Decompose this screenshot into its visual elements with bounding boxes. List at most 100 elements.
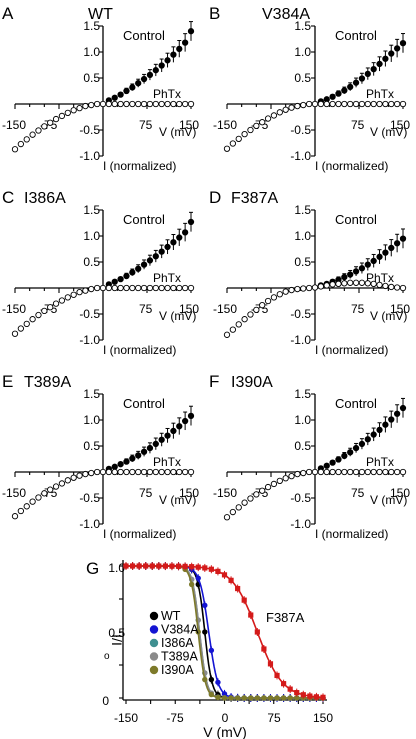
phtx-point	[282, 475, 289, 482]
legend-label: I390A	[161, 663, 194, 677]
phtx-point	[223, 514, 231, 521]
legend-marker	[149, 611, 159, 621]
control-point	[370, 257, 377, 265]
data-point	[313, 694, 320, 700]
control-point	[335, 90, 342, 97]
x-tick-label: -150	[2, 486, 26, 500]
control-point	[176, 45, 183, 53]
phtx-point	[152, 284, 159, 292]
x-axis-label: V (mV)	[370, 309, 407, 323]
phtx-point	[311, 468, 319, 476]
phtx-point	[300, 101, 307, 109]
phtx-point	[99, 468, 107, 476]
control-point	[117, 91, 124, 98]
phtx-point	[235, 135, 242, 142]
phtx-point	[88, 101, 95, 109]
data-point	[123, 563, 129, 569]
phtx-point	[187, 100, 195, 108]
phtx-point	[393, 100, 401, 108]
phtx-point	[270, 294, 278, 301]
phtx-point	[235, 504, 242, 511]
phtx-point	[264, 483, 272, 491]
data-point	[254, 629, 260, 635]
phtx-point	[253, 122, 260, 129]
phtx-point	[17, 325, 25, 332]
y-tick-label: -0.5	[290, 123, 311, 137]
phtx-point	[129, 100, 136, 108]
control-point	[335, 456, 342, 463]
control-point	[170, 51, 177, 58]
control-point	[135, 452, 142, 459]
phtx-point	[117, 100, 124, 108]
phtx-point	[64, 477, 71, 484]
x-tick-label: -150	[213, 118, 237, 132]
phtx-point	[47, 486, 54, 493]
phtx-point	[335, 468, 342, 476]
phtx-point	[146, 468, 154, 476]
phtx-point	[358, 100, 366, 108]
phtx-point	[376, 100, 383, 108]
phtx-point	[23, 320, 30, 328]
phtx-point	[82, 287, 89, 294]
phtx-point	[323, 468, 330, 476]
phtx-point	[58, 297, 66, 304]
y-axis-label: I (normalized)	[315, 527, 388, 541]
data-point	[195, 575, 201, 581]
control-point	[187, 28, 195, 35]
phtx-point	[35, 311, 42, 319]
data-point	[248, 695, 254, 701]
control-point	[376, 426, 383, 434]
phtx-point	[393, 284, 401, 291]
phtx-point	[223, 331, 231, 338]
phtx-point	[181, 284, 189, 292]
data-point	[195, 629, 201, 635]
phtx-point	[247, 311, 254, 318]
data-point	[208, 647, 215, 654]
data-point	[202, 602, 208, 609]
phtx-point	[164, 468, 171, 476]
panel-d: D F387A Control PhTx V (mV) I (normalize…	[209, 188, 410, 357]
phtx-point	[140, 100, 148, 108]
y-tick-label: 1.0	[83, 45, 100, 59]
phtx-point	[123, 100, 130, 108]
data-point	[221, 695, 228, 701]
data-point	[143, 563, 149, 569]
panel-title: F387A	[231, 190, 278, 207]
phtx-point	[399, 100, 407, 108]
phtx-point	[399, 468, 407, 476]
phtx-point	[70, 291, 77, 298]
panel-f: F I390A Control PhTx V (mV) I (normalize…	[209, 372, 410, 541]
panel-c: C I386A Control PhTx V (mV) I (normalize…	[2, 188, 199, 357]
x-tick-label: 75	[139, 302, 153, 316]
phtx-point	[170, 468, 177, 476]
data-point	[182, 563, 188, 570]
x-axis-label: V (mV)	[159, 125, 196, 139]
control-label: Control	[123, 28, 165, 43]
phtx-point	[317, 100, 325, 108]
phtx-point	[247, 495, 254, 502]
control-point	[140, 448, 148, 455]
control-point	[123, 458, 130, 465]
data-point	[188, 581, 195, 588]
panel-title: T389A	[24, 374, 71, 391]
phtx-point	[300, 469, 307, 477]
data-point	[215, 568, 221, 574]
phtx-point	[17, 507, 25, 515]
phtx-label: PhTx	[153, 87, 181, 101]
x-tick-label: -150	[2, 118, 26, 132]
data-point	[156, 563, 162, 569]
data-point	[241, 597, 247, 603]
phtx-point	[105, 284, 113, 292]
panel-e: E T389A Control PhTx V (mV) I (normalize…	[2, 372, 199, 541]
phtx-point	[358, 279, 366, 286]
control-point	[399, 40, 407, 47]
panel-g: G 0 0.5 1.0 -150 -75 0 75 150 V (mV) I/I…	[86, 559, 333, 739]
phtx-point	[170, 100, 177, 108]
legend-marker	[149, 652, 159, 661]
phtx-point	[58, 112, 66, 120]
phtx-point	[129, 468, 136, 476]
x-tick-label: -150	[213, 302, 237, 316]
control-point	[347, 271, 354, 278]
x-tick-label: 75	[267, 711, 281, 725]
